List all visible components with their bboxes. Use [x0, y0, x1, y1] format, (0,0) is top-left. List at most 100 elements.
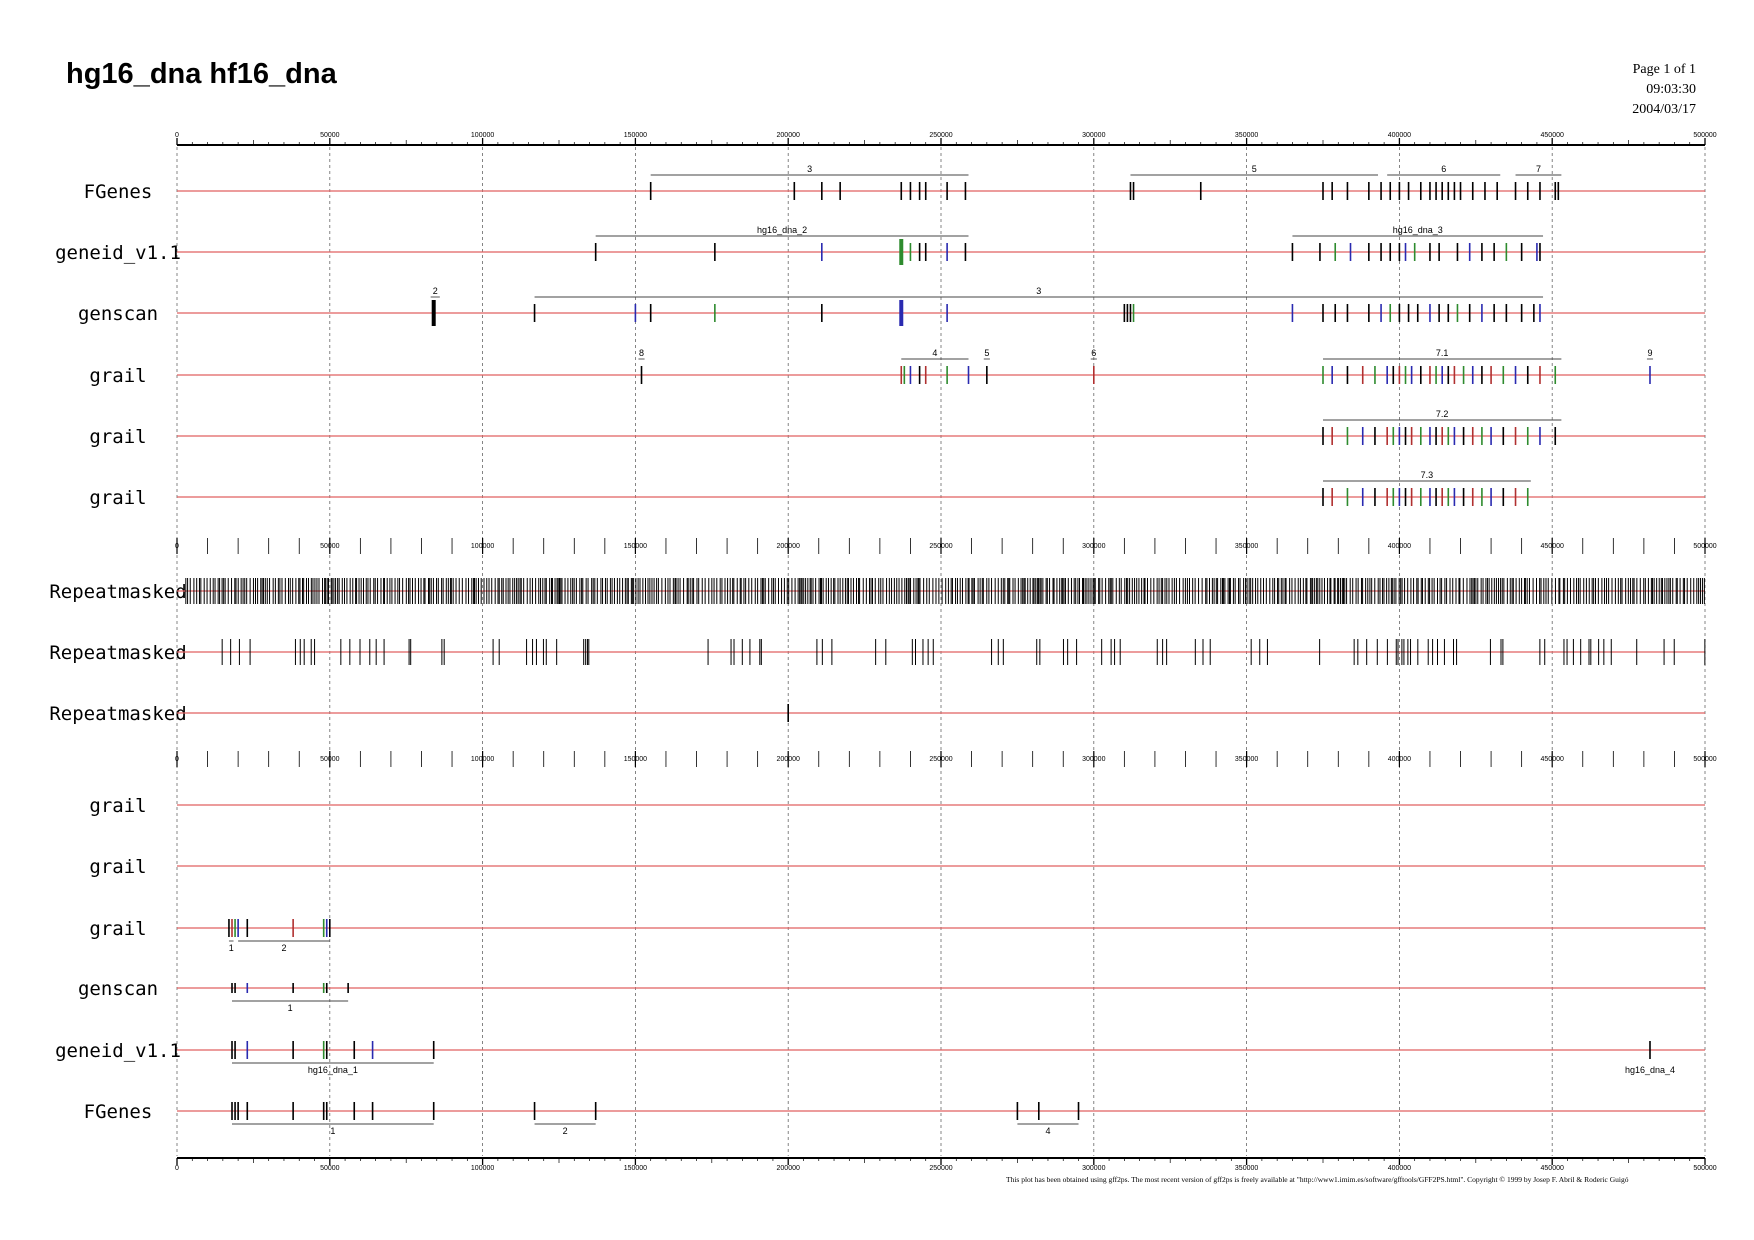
- axis-tick-label: 200000: [777, 756, 800, 763]
- exon-mark: [964, 243, 967, 261]
- axis-tick-label: 200000: [777, 1165, 800, 1172]
- exon-mark: [1435, 182, 1437, 200]
- exon-mark: [431, 300, 436, 326]
- axis-tick-label: 150000: [624, 1165, 647, 1172]
- exon-mark: [325, 1102, 328, 1120]
- exon-mark: [371, 1041, 374, 1059]
- footer-credit: This plot has been obtained using gff2ps…: [1006, 1175, 1629, 1184]
- axis-tick-label: 300000: [1082, 756, 1105, 763]
- exon-mark: [1441, 427, 1443, 445]
- exon-mark: [1407, 182, 1410, 200]
- exon-mark: [1346, 366, 1349, 384]
- exon-mark: [594, 1102, 597, 1120]
- exon-mark: [1398, 304, 1401, 322]
- exon-mark: [231, 1102, 233, 1120]
- exon-mark: [1505, 243, 1508, 261]
- exon-mark: [1481, 366, 1483, 384]
- exon-mark: [1386, 427, 1388, 445]
- gene-label: 4: [932, 348, 937, 358]
- exon-mark: [1453, 366, 1456, 384]
- exon-mark: [1456, 243, 1459, 261]
- exon-mark: [1398, 243, 1401, 261]
- gene-label: 9: [1647, 348, 1652, 358]
- exon-mark: [1380, 182, 1382, 200]
- exon-mark: [1490, 366, 1492, 384]
- exon-mark: [1398, 366, 1401, 384]
- exon-mark: [903, 366, 906, 384]
- gene-label: 1: [330, 1126, 335, 1136]
- exon-mark: [821, 243, 823, 261]
- exon-mark: [1398, 488, 1401, 506]
- exon-mark: [246, 983, 249, 993]
- exon-mark: [1410, 488, 1413, 506]
- track-row: genscan 1: [78, 978, 1705, 1013]
- exon-mark: [1389, 182, 1392, 200]
- exon-mark: [1322, 304, 1324, 322]
- exon-mark: [1123, 304, 1126, 322]
- position-axis: 0 50000 100000 150000 200000 250000 300000 3500…: [175, 1157, 1717, 1172]
- exon-mark: [1392, 366, 1395, 384]
- exon-mark: [649, 182, 652, 200]
- exon-mark: [1037, 1102, 1040, 1120]
- axis-tick-label: 400000: [1388, 543, 1411, 550]
- exon-mark: [1462, 366, 1465, 384]
- exon-mark: [371, 1102, 374, 1120]
- exon-mark: [1077, 1102, 1080, 1120]
- exon-mark: [1368, 182, 1370, 200]
- axis-tick-label: 300000: [1082, 543, 1105, 550]
- exon-mark: [1132, 304, 1135, 322]
- track-row: Repeatmasked: [49, 703, 1705, 725]
- exon-mark: [1404, 488, 1407, 506]
- track-row: grail: [89, 795, 1705, 817]
- exon-mark: [228, 919, 230, 937]
- axis-tick-label: 100000: [471, 756, 494, 763]
- exon-mark: [1435, 366, 1437, 384]
- exon-mark: [900, 366, 903, 384]
- exon-mark: [1536, 243, 1538, 261]
- exon-mark: [1435, 427, 1437, 445]
- exon-mark: [1374, 366, 1376, 384]
- axis-tick-label: 350000: [1235, 543, 1258, 550]
- exon-mark: [1199, 182, 1202, 200]
- exon-mark: [946, 182, 948, 200]
- exon-mark: [1456, 304, 1459, 322]
- exon-mark: [432, 1041, 435, 1059]
- axis-tick-label: 450000: [1541, 756, 1564, 763]
- gene-label: 6: [1441, 164, 1446, 174]
- exon-mark: [899, 239, 904, 265]
- axis-tick-label: 200000: [777, 132, 800, 139]
- axis-tick-label: 450000: [1541, 1165, 1564, 1172]
- exon-mark: [246, 1041, 249, 1059]
- exon-mark: [1539, 427, 1541, 445]
- track-label: Repeatmasked: [49, 703, 186, 725]
- axis-tick-label: 0: [175, 756, 179, 763]
- axis-tick-label: 0: [175, 132, 179, 139]
- page-number: Page 1 of 1: [1632, 62, 1696, 77]
- exon-mark: [353, 1041, 356, 1059]
- exon-mark: [821, 182, 823, 200]
- exon-mark: [1361, 366, 1364, 384]
- exon-mark: [1447, 488, 1450, 506]
- exon-mark: [946, 366, 948, 384]
- gene-label: 1: [288, 1003, 293, 1013]
- track-label: geneid_v1.1: [55, 242, 181, 264]
- track-label: genscan: [78, 978, 158, 1000]
- exon-mark: [1649, 366, 1651, 384]
- exon-mark: [649, 304, 652, 322]
- exon-mark: [1386, 366, 1388, 384]
- exon-mark: [1392, 488, 1395, 506]
- axis-tick-label: 300000: [1082, 1165, 1105, 1172]
- exon-mark: [1481, 243, 1483, 261]
- exon-mark: [1334, 304, 1337, 322]
- exon-mark: [1132, 182, 1135, 200]
- exon-mark: [1539, 182, 1541, 200]
- exon-mark: [1526, 427, 1529, 445]
- track-label: grail: [89, 487, 146, 509]
- exon-mark: [1407, 304, 1410, 322]
- exon-mark: [1435, 488, 1437, 506]
- exon-mark: [946, 304, 948, 322]
- exon-mark: [1462, 488, 1465, 506]
- track-row: Repeatmasked: [49, 639, 1706, 665]
- exon-mark: [918, 366, 921, 384]
- axis-tick-label: 250000: [929, 1165, 952, 1172]
